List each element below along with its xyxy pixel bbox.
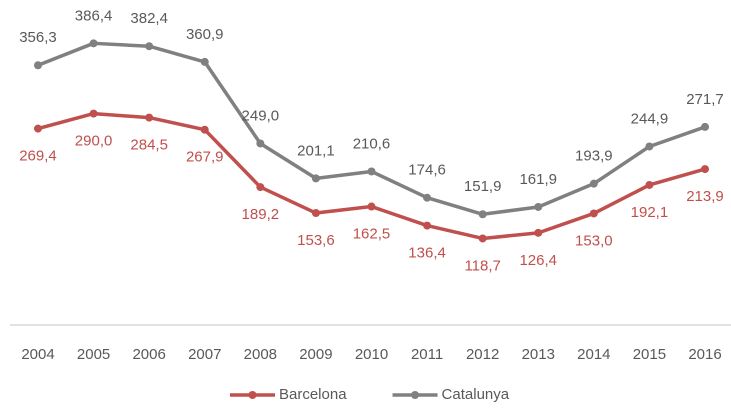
point xyxy=(200,125,209,134)
data-label: 151,9 xyxy=(464,178,502,195)
data-label: 210,6 xyxy=(353,135,391,152)
point xyxy=(423,193,432,202)
data-label: 269,4 xyxy=(19,148,57,165)
data-label: 153,6 xyxy=(297,232,335,249)
data-label: 271,7 xyxy=(686,91,724,108)
point xyxy=(89,39,98,48)
point xyxy=(367,202,376,211)
x-tick-label: 2008 xyxy=(244,346,277,363)
data-label: 249,0 xyxy=(242,107,280,124)
x-tick-label: 2006 xyxy=(132,346,165,363)
x-tick-label: 2014 xyxy=(577,346,610,363)
point xyxy=(256,183,265,192)
point xyxy=(645,142,654,151)
x-tick-label: 2013 xyxy=(522,346,555,363)
point xyxy=(145,42,154,51)
point xyxy=(478,234,487,243)
legend-label: Barcelona xyxy=(279,386,347,403)
point xyxy=(311,209,320,218)
data-label: 382,4 xyxy=(130,10,168,27)
data-label: 126,4 xyxy=(519,252,557,269)
point xyxy=(645,180,654,189)
point xyxy=(478,210,487,219)
data-label: 153,0 xyxy=(575,232,613,249)
series-line xyxy=(37,41,706,217)
data-label: 174,6 xyxy=(408,162,446,179)
legend-label: Catalunya xyxy=(442,386,510,403)
point xyxy=(589,209,598,218)
data-label: 201,1 xyxy=(297,142,335,159)
data-label: 284,5 xyxy=(130,137,168,154)
data-label: 244,9 xyxy=(631,110,669,127)
point xyxy=(589,179,598,188)
point xyxy=(701,122,709,131)
data-label: 386,4 xyxy=(75,7,113,24)
point xyxy=(534,228,543,237)
data-label: 356,3 xyxy=(19,29,57,46)
data-label: 213,9 xyxy=(686,188,724,205)
x-tick-label: 2010 xyxy=(355,346,388,363)
data-label: 193,9 xyxy=(575,148,613,165)
data-label: 136,4 xyxy=(408,245,446,262)
data-label: 118,7 xyxy=(464,257,500,274)
point xyxy=(423,221,432,230)
x-tick-label: 2005 xyxy=(77,346,110,363)
point xyxy=(701,165,709,174)
data-label: 162,5 xyxy=(353,226,391,243)
data-label: 267,9 xyxy=(186,149,224,166)
point xyxy=(256,139,265,148)
x-tick-label: 2004 xyxy=(21,346,54,363)
point xyxy=(367,167,376,176)
point xyxy=(311,174,320,183)
x-tick-label: 2007 xyxy=(188,346,221,363)
x-tick-label: 2015 xyxy=(633,346,666,363)
point xyxy=(534,202,543,211)
data-label: 189,2 xyxy=(242,206,280,223)
x-tick-label: 2011 xyxy=(411,346,443,363)
x-tick-label: 2009 xyxy=(299,346,332,363)
legend-marker xyxy=(411,391,420,399)
x-tick-label: 2012 xyxy=(466,346,499,363)
point xyxy=(34,124,42,133)
legend-marker xyxy=(248,391,257,399)
point xyxy=(89,109,98,118)
x-tick-label: 2016 xyxy=(688,346,721,363)
data-label: 360,9 xyxy=(186,26,224,43)
point xyxy=(200,57,209,66)
point xyxy=(34,61,42,70)
data-label: 192,1 xyxy=(631,204,669,221)
data-label: 161,9 xyxy=(519,171,557,188)
data-label: 290,0 xyxy=(75,133,113,150)
point xyxy=(145,113,154,122)
